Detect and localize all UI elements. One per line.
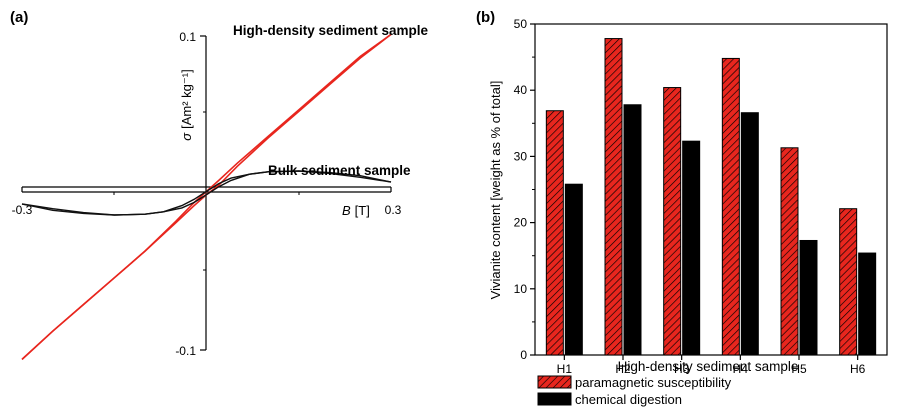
legend-label-paramagnetic: paramagnetic susceptibility <box>575 375 732 390</box>
x-axis-symbol: B <box>342 203 351 218</box>
y-tick-label: 30 <box>514 149 528 163</box>
bar-paramagnetic-h4 <box>721 57 740 356</box>
y-tick-label: 0 <box>520 348 527 362</box>
bulk-curve-branch-2 <box>21 170 392 216</box>
x-axis-unit: [T] <box>355 203 370 218</box>
y-axis-label-b: Vivianite content [weight as % of total] <box>488 81 503 300</box>
legend: paramagnetic susceptibility chemical dig… <box>537 375 732 407</box>
series-label-high-density: High-density sediment sample <box>233 23 429 38</box>
panel-a-axes <box>21 35 392 351</box>
bar-paramagnetic-h3 <box>663 87 682 356</box>
y-tick-label-min: -0.1 <box>175 344 196 358</box>
panel-b-label: (b) <box>476 9 495 26</box>
bar-chemical-h6 <box>858 252 877 356</box>
y-axis-label: σ [Am² kg⁻¹] <box>179 69 194 140</box>
x-tick-label-h3: H3 <box>674 362 690 376</box>
legend-swatch-paramagnetic <box>537 375 572 389</box>
panel-a: (a) -0.3 0.3 0.1 -0.1 B [T] σ [Am² kg⁻¹] H… <box>10 9 429 360</box>
bar-paramagnetic-h5 <box>780 147 799 356</box>
series-label-bulk: Bulk sediment sample <box>268 163 411 178</box>
x-tick-label-h1: H1 <box>557 362 573 376</box>
x-tick-label-max: 0.3 <box>385 203 402 217</box>
bar-chemical-h5 <box>799 239 818 356</box>
x-tick-label-h6: H6 <box>850 362 866 376</box>
panel-b-bars <box>545 38 877 356</box>
x-axis-label: B [T] <box>342 203 370 218</box>
x-tick-label-h5: H5 <box>791 362 807 376</box>
plot-frame <box>534 23 888 356</box>
panel-b-x-ticks: H1 H2 H3 H4 H5 H6 <box>557 355 866 376</box>
legend-label-chemical: chemical digestion <box>575 392 682 407</box>
y-axis-unit: [Am² kg⁻¹] <box>179 69 194 129</box>
panel-b-y-ticks: 0 10 20 30 40 50 <box>514 17 535 362</box>
panel-b: (b) 0 10 20 30 40 50 H1 H2 H3 H4 H5 H6 Vivianite c… <box>476 9 888 407</box>
y-tick-label: 10 <box>514 282 528 296</box>
x-tick-label-h4: H4 <box>733 362 749 376</box>
y-axis-symbol: σ <box>179 132 194 141</box>
bar-chemical-h1 <box>564 183 583 356</box>
x-tick-label-h2: H2 <box>615 362 631 376</box>
panel-a-curves <box>21 33 392 360</box>
bar-chemical-h4 <box>740 112 759 356</box>
bar-paramagnetic-h2 <box>604 38 623 356</box>
x-tick-label-min: -0.3 <box>12 203 33 217</box>
legend-swatch-chemical <box>537 392 572 406</box>
y-tick-label-max: 0.1 <box>179 30 196 44</box>
x-axis-label-b: High-density sediment sample <box>618 359 799 374</box>
bar-chemical-h2 <box>623 104 642 356</box>
bar-paramagnetic-h1 <box>545 110 564 356</box>
y-tick-label: 40 <box>514 83 528 97</box>
bar-paramagnetic-h6 <box>839 208 858 356</box>
bar-chemical-h3 <box>682 140 701 356</box>
y-tick-label: 50 <box>514 17 528 31</box>
y-tick-label: 20 <box>514 216 528 230</box>
panel-a-label: (a) <box>10 9 28 26</box>
